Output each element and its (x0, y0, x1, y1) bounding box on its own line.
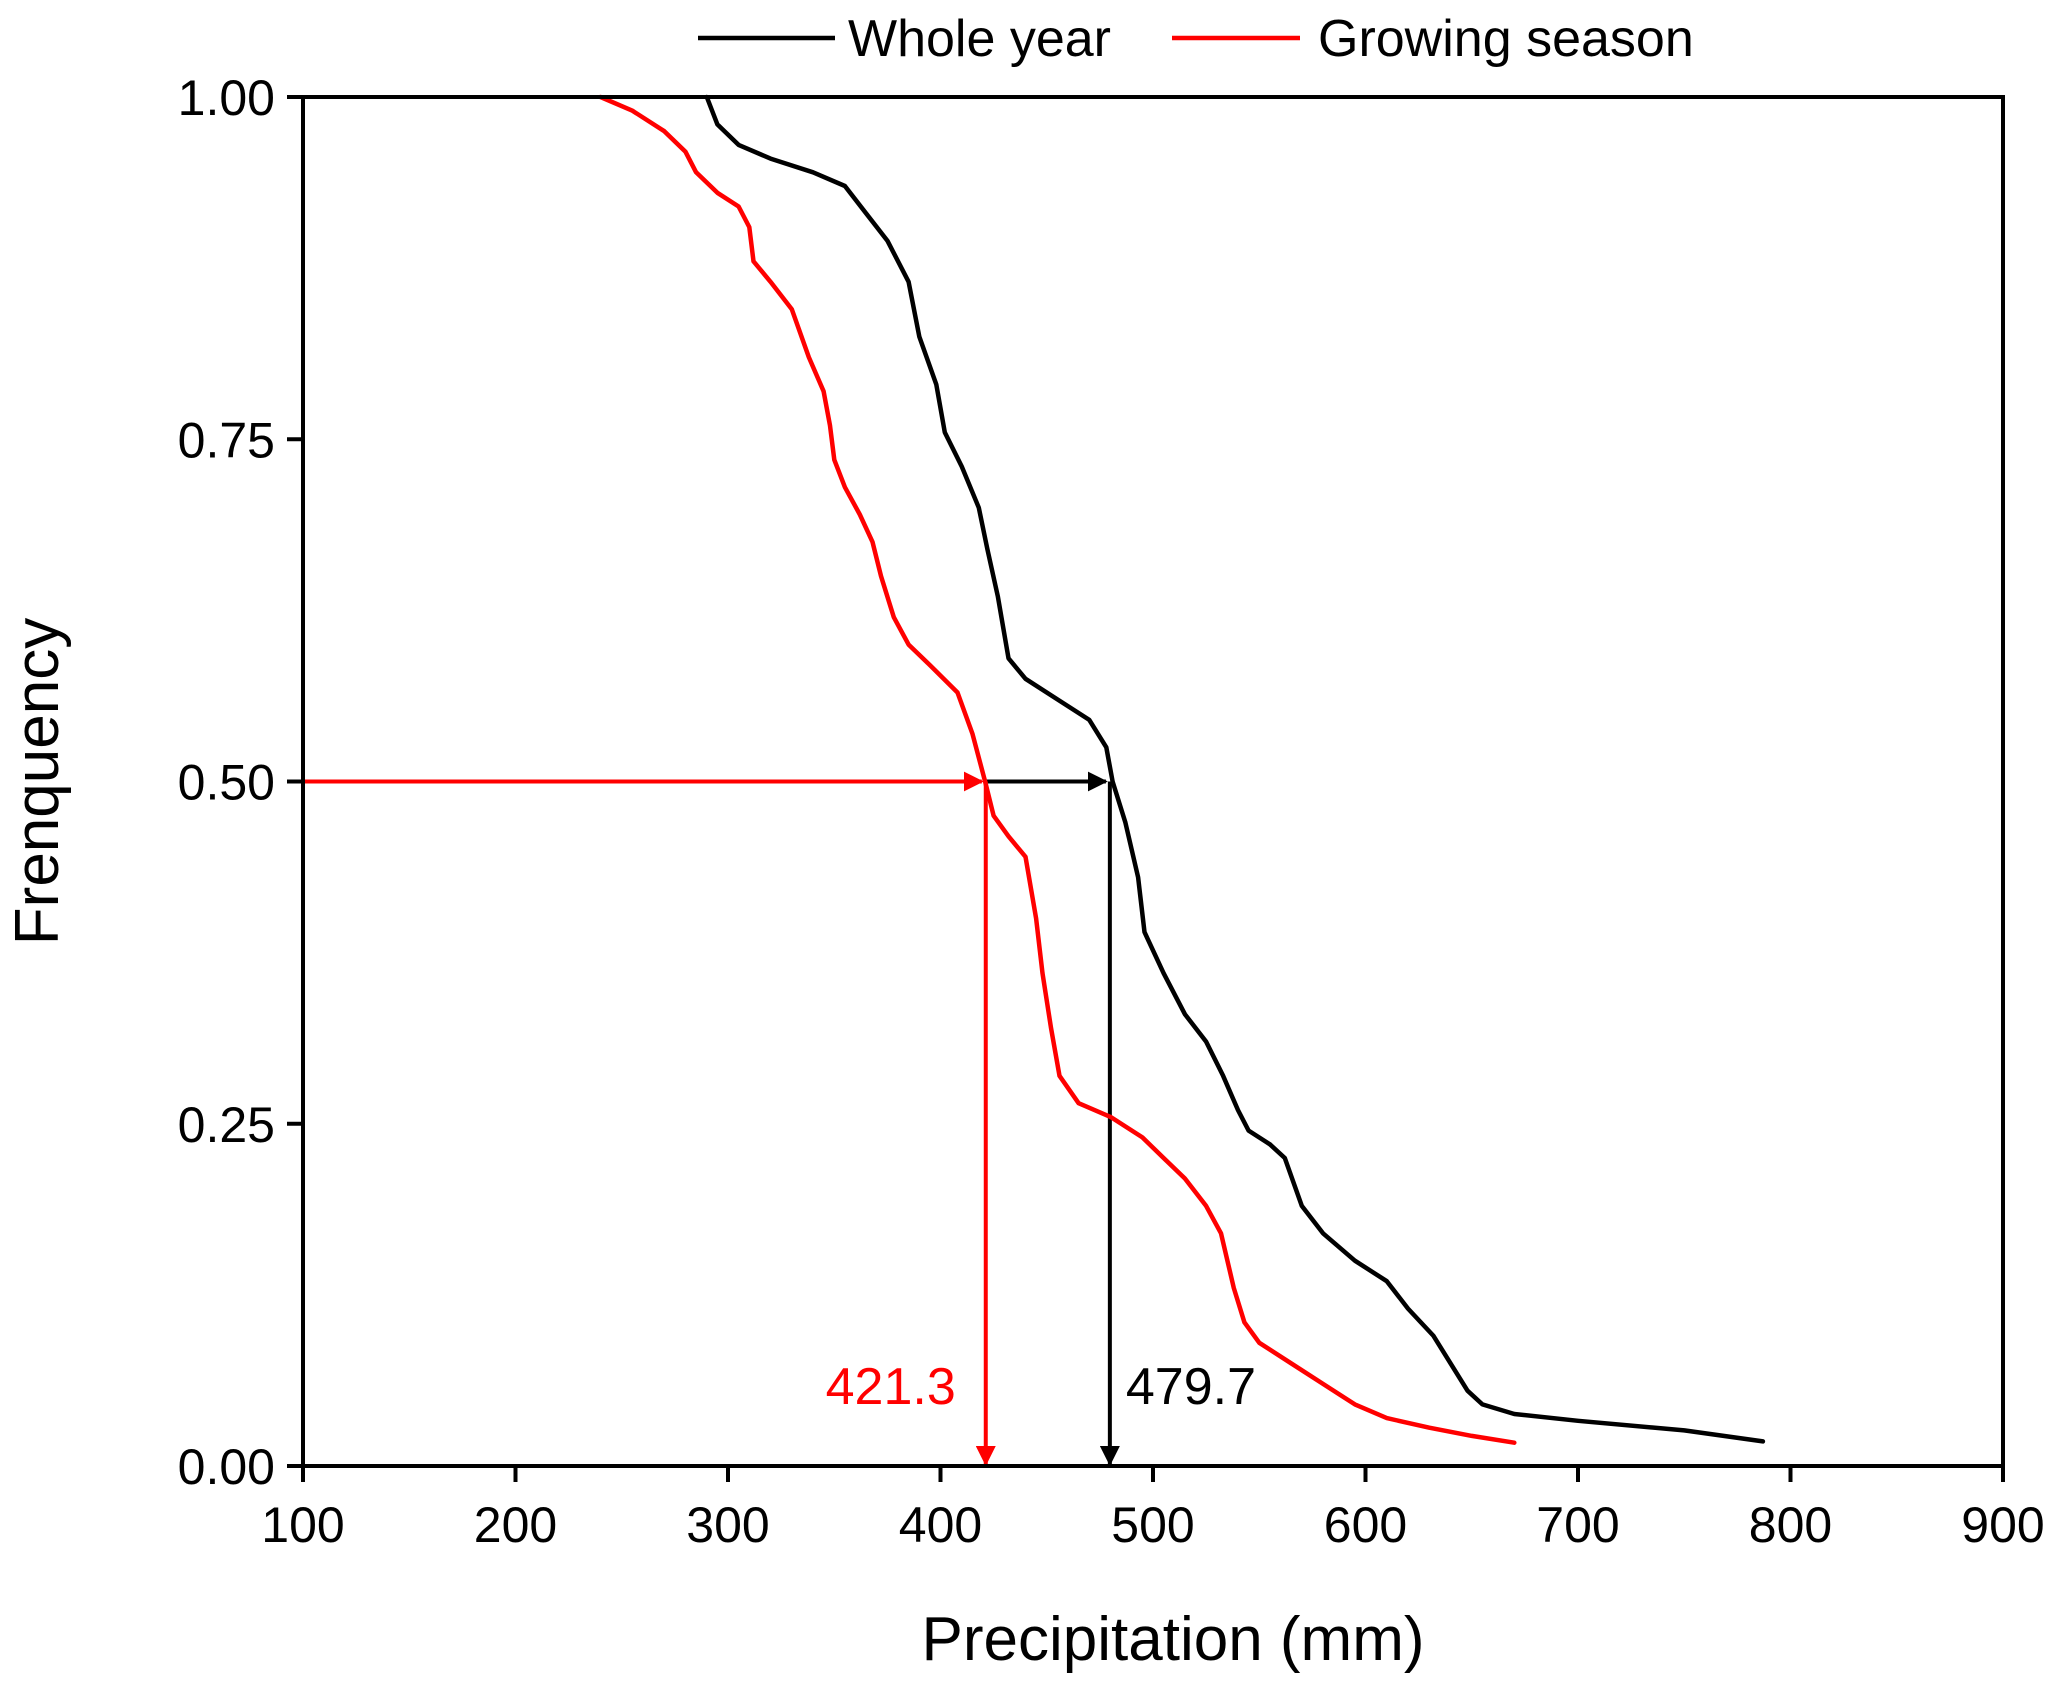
x-tick-label: 800 (1749, 1497, 1832, 1553)
y-axis-title: Frenquency (3, 618, 72, 945)
legend-label-whole-year: Whole year (848, 10, 1111, 68)
plot-frame (301, 95, 2005, 1468)
x-tick-label: 900 (1961, 1497, 2044, 1553)
y-tick-label: 1.00 (178, 70, 275, 126)
x-tick-label: 400 (899, 1497, 982, 1553)
median-label-whole-year: 479.7 (1126, 1358, 1256, 1416)
y-tick-label: 0.00 (178, 1439, 275, 1495)
x-tick-label: 100 (261, 1497, 344, 1553)
median-label-growing-season: 421.3 (826, 1358, 956, 1416)
series-line-whole-year (704, 94, 1766, 1444)
y-tick-label: 0.25 (178, 1097, 275, 1153)
y-tick-label: 0.75 (178, 412, 275, 468)
y-tick-label: 0.50 (178, 755, 275, 811)
x-tick-label: 200 (474, 1497, 557, 1553)
series-line-growing-season (598, 94, 1517, 1445)
axis-ticks: 100 200 300 400 500 600 700 800 900 0.00 0.25 0.50 0… (178, 70, 2045, 1553)
legend-label-growing-season: Growing season (1318, 10, 1694, 68)
median-guides: 421.3 479.7 (303, 771, 1256, 1466)
x-tick-label: 500 (1111, 1497, 1194, 1553)
x-axis-title: Precipitation (mm) (922, 1605, 1425, 1674)
legend: Whole year Growing season (698, 10, 1694, 68)
x-tick-label: 700 (1536, 1497, 1619, 1553)
series-layer (598, 94, 1766, 1445)
x-tick-label: 600 (1324, 1497, 1407, 1553)
x-tick-label: 300 (686, 1497, 769, 1553)
